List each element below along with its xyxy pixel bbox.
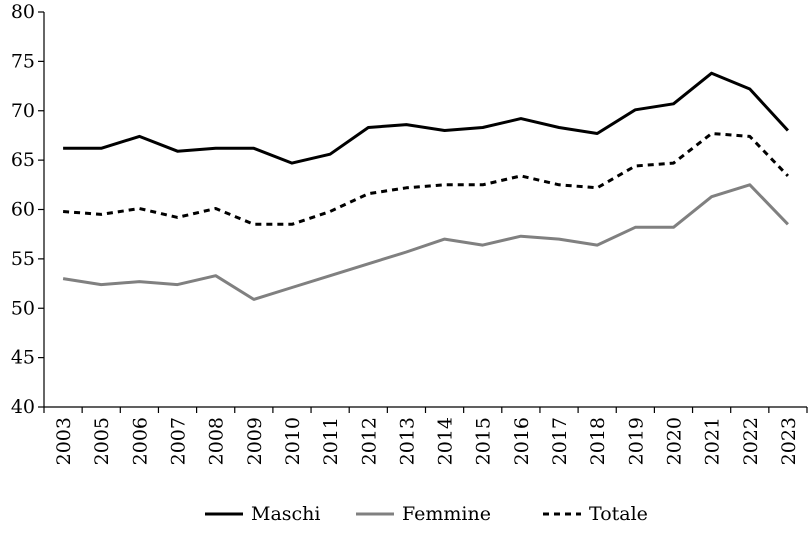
- x-tick-label-2010: 2010: [282, 417, 304, 465]
- x-tick-label-2014: 2014: [435, 417, 457, 465]
- x-tick-label-2017: 2017: [549, 417, 571, 465]
- series-line-femmine: [62, 183, 789, 301]
- y-tick-label-45: 45: [11, 347, 35, 369]
- series-line-totale: [62, 132, 789, 226]
- x-tick-label-2011: 2011: [320, 417, 342, 465]
- y-tick-label-55: 55: [11, 248, 35, 270]
- x-tick-label-2009: 2009: [244, 417, 266, 465]
- x-tick-label-2006: 2006: [129, 417, 151, 465]
- x-tick-label-2018: 2018: [587, 417, 609, 465]
- x-tick-label-2007: 2007: [168, 417, 190, 465]
- x-tick-label-2016: 2016: [511, 417, 533, 465]
- y-tick-label-80: 80: [11, 1, 35, 23]
- x-tick-label-2013: 2013: [396, 417, 418, 465]
- series-layer: [62, 71, 790, 301]
- x-tick-label-2023: 2023: [778, 417, 800, 465]
- series-line-maschi: [63, 71, 790, 165]
- x-axis: 2003 2005 2006 2007 2008 2009 2010 2011 2012 2013…: [43, 406, 808, 465]
- y-tick-label-40: 40: [11, 396, 35, 418]
- legend: Maschi Femmine Totale: [205, 503, 648, 525]
- x-tick-label-2008: 2008: [206, 417, 228, 465]
- x-tick-label-2019: 2019: [625, 417, 647, 465]
- legend-label-totale: Totale: [589, 503, 648, 525]
- legend-label-femmine: Femmine: [402, 503, 491, 525]
- y-tick-label-65: 65: [11, 149, 35, 171]
- x-tick-label-2020: 2020: [663, 417, 685, 465]
- y-axis: 40 45 50 55 60 65 70 75 80: [11, 1, 45, 418]
- legend-label-maschi: Maschi: [251, 503, 321, 525]
- y-tick-label-75: 75: [11, 50, 35, 72]
- y-tick-label-60: 60: [11, 199, 35, 221]
- x-tick-label-2015: 2015: [473, 417, 495, 465]
- x-tick-label-2003: 2003: [53, 417, 75, 465]
- x-tick-label-2022: 2022: [740, 417, 762, 465]
- x-tick-label-2021: 2021: [702, 417, 724, 465]
- y-tick-label-50: 50: [11, 297, 35, 319]
- x-tick-label-2005: 2005: [91, 417, 113, 465]
- y-tick-label-70: 70: [11, 100, 35, 122]
- x-tick-label-2012: 2012: [358, 417, 380, 465]
